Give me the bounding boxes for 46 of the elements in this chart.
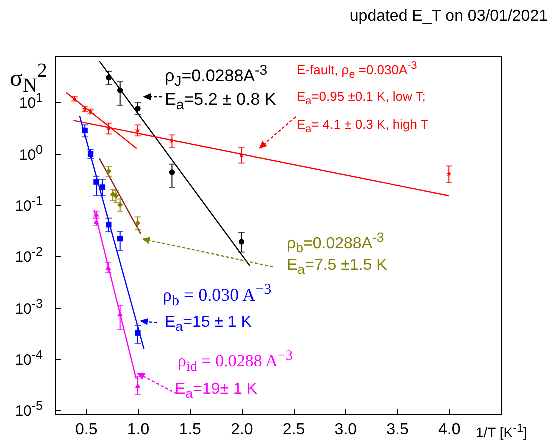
x-tick-label: 2.5: [282, 422, 306, 438]
y-tick-label: 10$^{-3}$: [15, 296, 43, 318]
x-tick-label: 1.0: [127, 422, 150, 438]
point: [113, 193, 120, 199]
x-tick-label: 3.5: [386, 422, 409, 438]
annotation: E$_{a}$=7.5 ±1.5 K: [287, 257, 388, 278]
point: [88, 151, 94, 157]
point: [82, 128, 88, 134]
x-tick-label: 1.5: [179, 422, 202, 438]
annotation: E-fault, ρ$_{e}$ =0.030A$^{-3}$: [297, 60, 418, 82]
point: [238, 239, 245, 245]
annotation: E$_{a}$=19± 1 K: [175, 381, 258, 402]
y-tick-label: 10$^{-2}$: [15, 245, 43, 267]
point: [118, 88, 124, 94]
y-tick-label: 10$^{0}$: [19, 142, 43, 164]
point: [135, 106, 141, 112]
point: [100, 184, 106, 190]
annotation: E$_{a}$= 4.1 ± 0.3 K, high T: [297, 117, 429, 136]
text: updated E_T on 03/01/2021: [350, 8, 548, 26]
annotation: ρ$_{J}$=0.0288A$^{-3}$: [165, 63, 268, 91]
y-tick-label: 10$^{-5}$: [15, 399, 43, 421]
y-tick-label: 10$^{1}$: [19, 91, 43, 113]
annotation: ρ$_{id}$ = 0.0288 A$^{−3}$: [178, 348, 293, 376]
point: [446, 171, 452, 176]
annotation: E$_{a}$=15 ± 1 K: [165, 314, 252, 335]
annotation: E$_{a}$=5.2 ± 0.8 K: [165, 90, 276, 114]
x-tick-label: 3.0: [334, 422, 358, 438]
annotation: E$_{a}$=0.95 ±0.1 K, low T;: [297, 89, 426, 108]
point: [118, 312, 124, 317]
x-tick-label: 4.0: [438, 422, 461, 438]
point: [169, 170, 176, 176]
annotation: ρ$_{b}$=0.0288A$^{-3}$: [287, 230, 384, 256]
point: [106, 222, 112, 228]
point: [106, 75, 112, 81]
point: [135, 220, 141, 226]
point: [94, 179, 100, 185]
x-tick-label: 0.5: [75, 422, 98, 438]
point: [118, 202, 124, 208]
y-tick-label: 10$^{-1}$: [15, 194, 43, 216]
point: [118, 236, 124, 242]
annotation: ρ$_{b}$ = 0.030 A$^{−3}$: [163, 282, 272, 310]
x-axis-title: 1/T [K$^{-1}$]: [476, 422, 528, 442]
point: [106, 168, 112, 174]
point: [135, 330, 141, 336]
x-tick-label: 2.0: [231, 422, 254, 438]
y-tick-label: 10$^{-4}$: [15, 348, 43, 370]
